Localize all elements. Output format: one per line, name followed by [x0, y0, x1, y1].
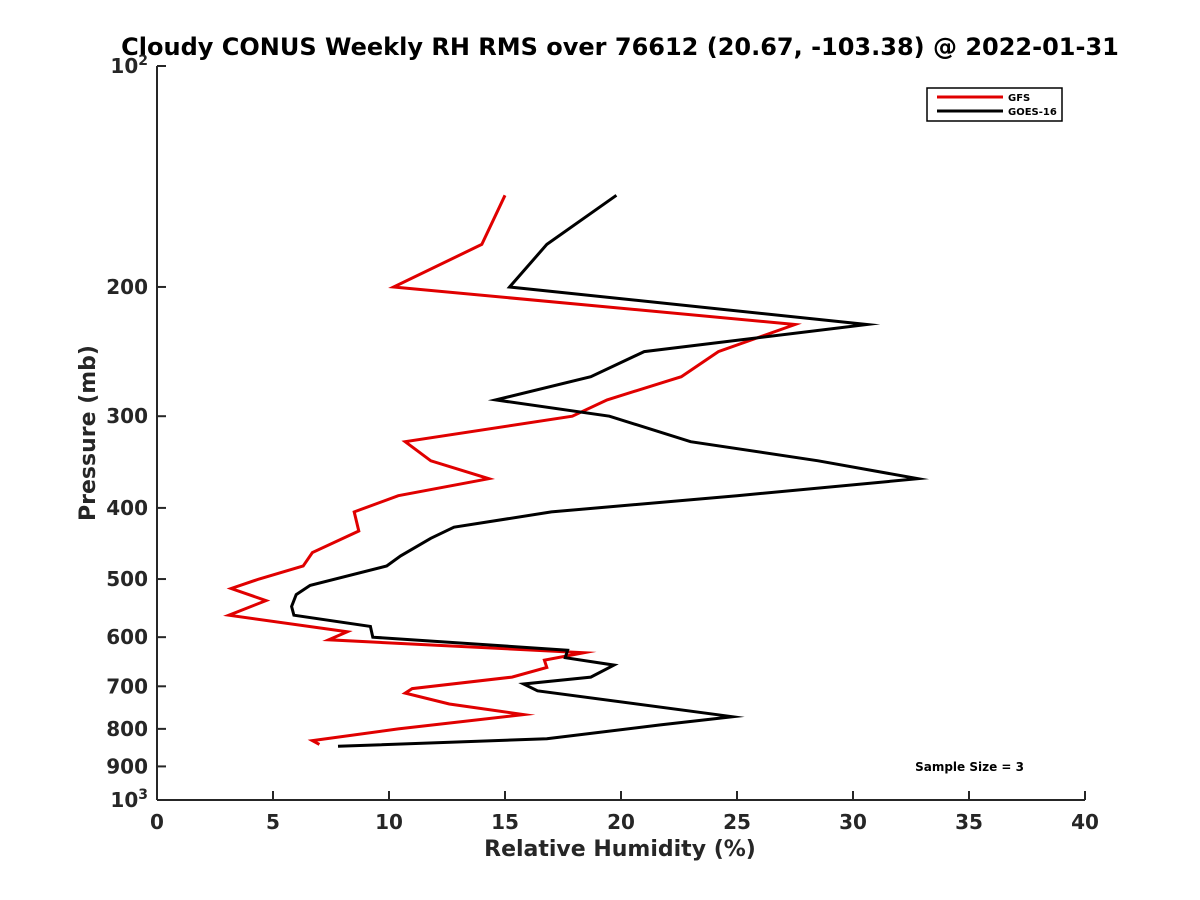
y-tick-label: 102 — [110, 53, 148, 78]
x-tick-label: 15 — [491, 810, 519, 834]
x-tick-label: 20 — [607, 810, 635, 834]
x-tick-label: 25 — [723, 810, 751, 834]
y-tick-label: 500 — [106, 567, 148, 591]
x-axis-label: Relative Humidity (%) — [484, 837, 756, 862]
legend-box — [926, 87, 1063, 122]
x-tick-label: 30 — [839, 810, 867, 834]
legend-label-gfs: GFS — [1008, 93, 1030, 104]
y-axis-label: Pressure (mb) — [76, 345, 101, 521]
x-tick-label: 0 — [150, 810, 164, 834]
series-line-goes16 — [290, 194, 930, 748]
x-tick-label: 10 — [375, 810, 403, 834]
legend-label-goes16: GOES-16 — [1008, 107, 1057, 118]
y-tick-label: 103 — [110, 787, 148, 812]
y-tick-label: 200 — [106, 275, 148, 299]
y-tick-label: 300 — [106, 404, 148, 428]
sample-size-annotation: Sample Size = 3 — [915, 760, 1024, 774]
legend: GFS GOES-16 — [926, 87, 1063, 122]
y-tick-label: 600 — [106, 625, 148, 649]
plot-area: 0 5 10 15 20 25 30 35 40 102 200 300 400 500 600 700 800… — [106, 53, 1099, 834]
chart-title: Cloudy CONUS Weekly RH RMS over 76612 (2… — [121, 33, 1119, 61]
y-tick-label: 800 — [106, 717, 148, 741]
x-tick-label: 40 — [1071, 810, 1099, 834]
y-tick-label: 700 — [106, 674, 148, 698]
y-tick-label: 900 — [106, 754, 148, 778]
x-tick-label: 5 — [266, 810, 280, 834]
series-line-gfs — [223, 194, 802, 746]
y-tick-label: 400 — [106, 496, 148, 520]
x-tick-label: 35 — [955, 810, 983, 834]
